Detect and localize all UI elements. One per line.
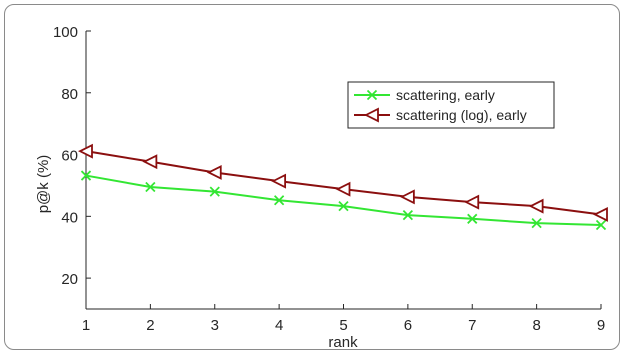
data-point xyxy=(271,173,287,189)
legend-marker xyxy=(363,107,379,123)
series-layer xyxy=(77,143,608,231)
data-point xyxy=(464,194,480,210)
legend-label: scattering (log), early xyxy=(396,107,527,123)
x-tick-label: 6 xyxy=(404,317,412,334)
data-point xyxy=(142,154,158,170)
legend-label: scattering, early xyxy=(396,87,495,103)
x-axis-label: rank xyxy=(328,334,358,351)
data-point xyxy=(206,165,222,180)
y-axis-label: p@k (%) xyxy=(35,155,52,214)
legend-marker xyxy=(366,89,378,101)
series-1 xyxy=(80,170,607,231)
data-point xyxy=(595,219,607,231)
series-2 xyxy=(77,143,608,222)
y-tick-label: 40 xyxy=(61,209,78,226)
data-point xyxy=(335,181,351,197)
data-point xyxy=(467,213,478,224)
y-tick-label: 100 xyxy=(53,24,78,41)
data-point xyxy=(402,209,414,221)
series-line xyxy=(85,174,602,226)
x-tick-label: 2 xyxy=(146,317,154,334)
x-tick-label: 1 xyxy=(82,317,90,334)
legend-box xyxy=(347,81,555,129)
data-point xyxy=(273,195,285,206)
data-point xyxy=(531,217,542,229)
axes: 20 40 60 80 100 1 2 3 4 5 6 7 8 9 xyxy=(53,24,605,334)
data-point xyxy=(399,189,415,205)
y-tick-label: 20 xyxy=(61,271,78,288)
data-point xyxy=(338,201,349,212)
x-tick-label: 3 xyxy=(211,317,219,334)
figure-frame xyxy=(4,4,620,350)
legend: scattering, early scattering (log), early xyxy=(347,81,555,129)
x-tick-label: 5 xyxy=(339,317,347,334)
x-tick-label: 9 xyxy=(597,317,605,334)
data-point xyxy=(209,186,220,197)
data-point xyxy=(77,143,93,159)
x-tick-label: 7 xyxy=(468,317,476,334)
y-tick-label: 60 xyxy=(61,148,78,165)
data-point xyxy=(145,181,156,193)
data-point xyxy=(80,170,92,181)
y-tick-label: 80 xyxy=(61,86,78,103)
data-point xyxy=(528,198,544,214)
data-point xyxy=(592,207,608,222)
x-tick-label: 8 xyxy=(532,317,540,334)
x-tick-label: 4 xyxy=(275,317,283,334)
